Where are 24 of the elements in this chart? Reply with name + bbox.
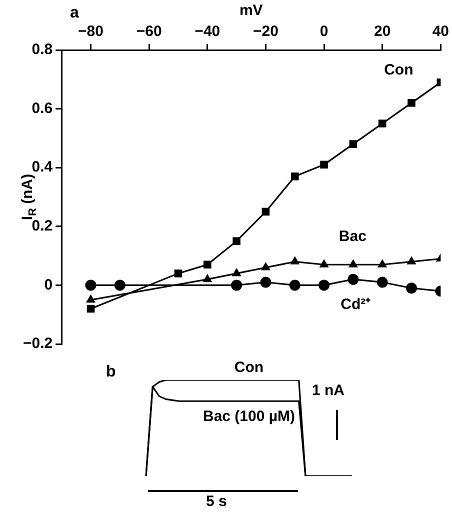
y-tick-label: 0.8	[32, 41, 53, 58]
x-tick-label: 20	[374, 23, 391, 40]
y-tick-label: 0.2	[32, 218, 53, 235]
x-tick-label: −20	[252, 23, 278, 40]
series-label: Cd²⁺	[340, 296, 371, 314]
text: 5 s	[206, 493, 227, 510]
x-axis-title: mV	[239, 2, 263, 20]
series-label: Con	[234, 359, 264, 376]
series-label: Bac	[338, 228, 366, 245]
y-axis-title: IR (nA)	[19, 174, 40, 220]
series-label: Con	[384, 61, 414, 78]
y-tick-label: 0.4	[32, 158, 54, 176]
y-tick-label: 0	[44, 276, 53, 294]
annotation: 1 nA	[312, 382, 345, 399]
text: a	[70, 4, 79, 22]
text: b	[106, 363, 116, 380]
x-tick-label: 40	[432, 23, 449, 40]
y-tick-label: −0.2	[22, 335, 53, 352]
x-tick-label: −60	[136, 23, 162, 40]
x-tick-label: −40	[194, 23, 220, 40]
x-tick-label: −80	[78, 23, 104, 40]
y-tick-label: 0.6	[32, 100, 53, 117]
x-tick-label: 0	[320, 23, 328, 40]
series-label: Bac (100 µM)	[202, 408, 296, 425]
